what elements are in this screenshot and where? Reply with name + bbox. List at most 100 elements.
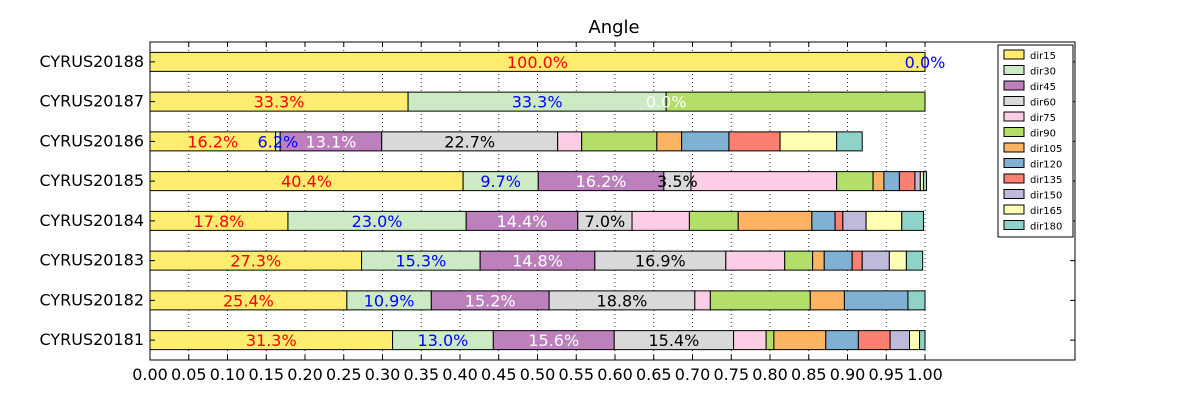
chart-title: Angle [588, 17, 639, 38]
data-label: 14.4% [497, 212, 548, 231]
data-label: 0.0% [905, 53, 946, 72]
bar-segment-dir150 [861, 250, 890, 271]
x-tick-label: 0.30 [365, 365, 401, 384]
x-tick-label: 0.55 [558, 365, 594, 384]
data-label: 27.3% [230, 252, 281, 271]
legend-label: dir105 [1030, 144, 1062, 155]
legend-label: dir180 [1030, 222, 1062, 233]
bar-segment-dir75 [733, 330, 767, 351]
bar-segment-dir90 [709, 290, 811, 311]
data-label: 3.5% [657, 172, 698, 191]
x-tick-label: 0.90 [830, 365, 866, 384]
grid [149, 42, 926, 360]
legend-label: dir165 [1030, 206, 1062, 217]
x-tick-label: 0.00 [132, 365, 168, 384]
bar-segment-dir75 [690, 171, 838, 192]
bar-segment-dir135 [851, 250, 863, 271]
y-tick-label: CYRUS20184 [39, 211, 144, 230]
legend: dir15 dir30 dir45 dir60 dir75 dir90 dir105 dir1… [997, 44, 1074, 238]
bar-segment-dir135 [834, 210, 844, 231]
legend-label: dir150 [1030, 191, 1062, 202]
bar-segment-dir180 [836, 131, 863, 152]
bar-segment-dir90 [765, 330, 775, 351]
data-label: 40.4% [281, 172, 332, 191]
legend-swatch [1003, 127, 1025, 137]
bar-segment-dir135 [728, 131, 781, 152]
x-tick-label: 0.85 [791, 365, 827, 384]
bar-segment-dir120 [811, 210, 836, 231]
legend-swatch [1003, 96, 1025, 106]
bar-segment-dir105 [809, 290, 845, 311]
bar-segment-dir120 [883, 171, 900, 192]
bar-segment-dir75 [631, 210, 690, 231]
bars [149, 51, 928, 351]
data-label: 16.9% [635, 252, 686, 271]
data-label: 0.0% [646, 93, 687, 112]
legend-swatch [1003, 173, 1025, 184]
bar-segment-dir120 [843, 290, 909, 311]
x-tick-label: 0.25 [326, 365, 362, 384]
x-tick-label: 0.40 [442, 365, 478, 384]
y-tick-label: CYRUS20183 [39, 251, 144, 270]
data-label: 33.3% [512, 93, 563, 112]
bar-segment-dir180 [901, 210, 924, 231]
legend-swatch [1003, 142, 1025, 153]
bar-segment-dir90 [581, 131, 658, 152]
bar-segment-dir135 [857, 330, 891, 351]
bar-segment-dir180 [919, 330, 926, 351]
legend-label: dir120 [1030, 160, 1062, 171]
legend-label: dir30 [1030, 67, 1056, 78]
legend-swatch [1003, 111, 1025, 122]
x-tick-label: 0.05 [171, 365, 207, 384]
bar-segment-dir165 [779, 131, 838, 152]
legend-swatch [1003, 49, 1025, 60]
data-label: 10.9% [364, 291, 415, 310]
plot-frame [149, 41, 1076, 361]
x-tick-label: 0.50 [520, 365, 556, 384]
x-tick-label: 0.35 [403, 365, 439, 384]
legend-swatch [1003, 65, 1025, 75]
data-label: 100.0% [507, 53, 568, 72]
x-tick-label: 1.00 [907, 365, 943, 384]
bar-segment-dir150 [914, 171, 921, 192]
legend-label: dir15 [1030, 51, 1056, 62]
legend-label: dir135 [1030, 175, 1062, 186]
y-tick-label: CYRUS20186 [39, 131, 144, 150]
data-label: 13.0% [418, 331, 469, 350]
bar-segment-dir150 [842, 210, 867, 231]
bar-segment-dir105 [872, 171, 885, 192]
bar-segment-dir105 [737, 210, 813, 231]
data-label: 13.1% [306, 132, 357, 151]
bar-segment-dir120 [823, 250, 853, 271]
x-tick-label: 0.75 [713, 365, 749, 384]
x-tick-label: 0.10 [210, 365, 246, 384]
bar-segment-dir75 [694, 290, 711, 311]
data-label: 15.3% [395, 252, 446, 271]
legend-swatch [1003, 204, 1025, 215]
data-label: 9.7% [480, 172, 521, 191]
data-label: 22.7% [444, 132, 495, 151]
data-label: 15.6% [528, 331, 579, 350]
y-tick-label: CYRUS20185 [39, 171, 144, 190]
data-label: 15.2% [465, 291, 516, 310]
bar-segment-dir105 [812, 250, 825, 271]
data-label: 7.0% [585, 212, 626, 231]
bar-segment-dir150 [889, 330, 910, 351]
bar-segment-dir105 [773, 330, 827, 351]
bar-segment-dir90 [784, 250, 814, 271]
bar-segment-dir75 [557, 131, 583, 152]
bar-segment-dir90 [665, 91, 926, 112]
y-tick-label: CYRUS20182 [39, 290, 144, 309]
x-tick-label: 0.45 [481, 365, 517, 384]
data-label: 33.3% [254, 93, 305, 112]
bar-segment-dir120 [825, 330, 859, 351]
legend-label: dir75 [1030, 113, 1056, 124]
y-tick-label: CYRUS20187 [39, 92, 144, 111]
bar-segment-dir180 [922, 171, 928, 192]
legend-label: dir60 [1030, 98, 1056, 109]
x-tick-label: 0.80 [752, 365, 788, 384]
y-axis: CYRUS20188 CYRUS20187 CYRUS20186 CYRUS20185… [39, 52, 1075, 349]
legend-swatch [1003, 158, 1025, 168]
bar-segment-dir90 [688, 210, 739, 231]
